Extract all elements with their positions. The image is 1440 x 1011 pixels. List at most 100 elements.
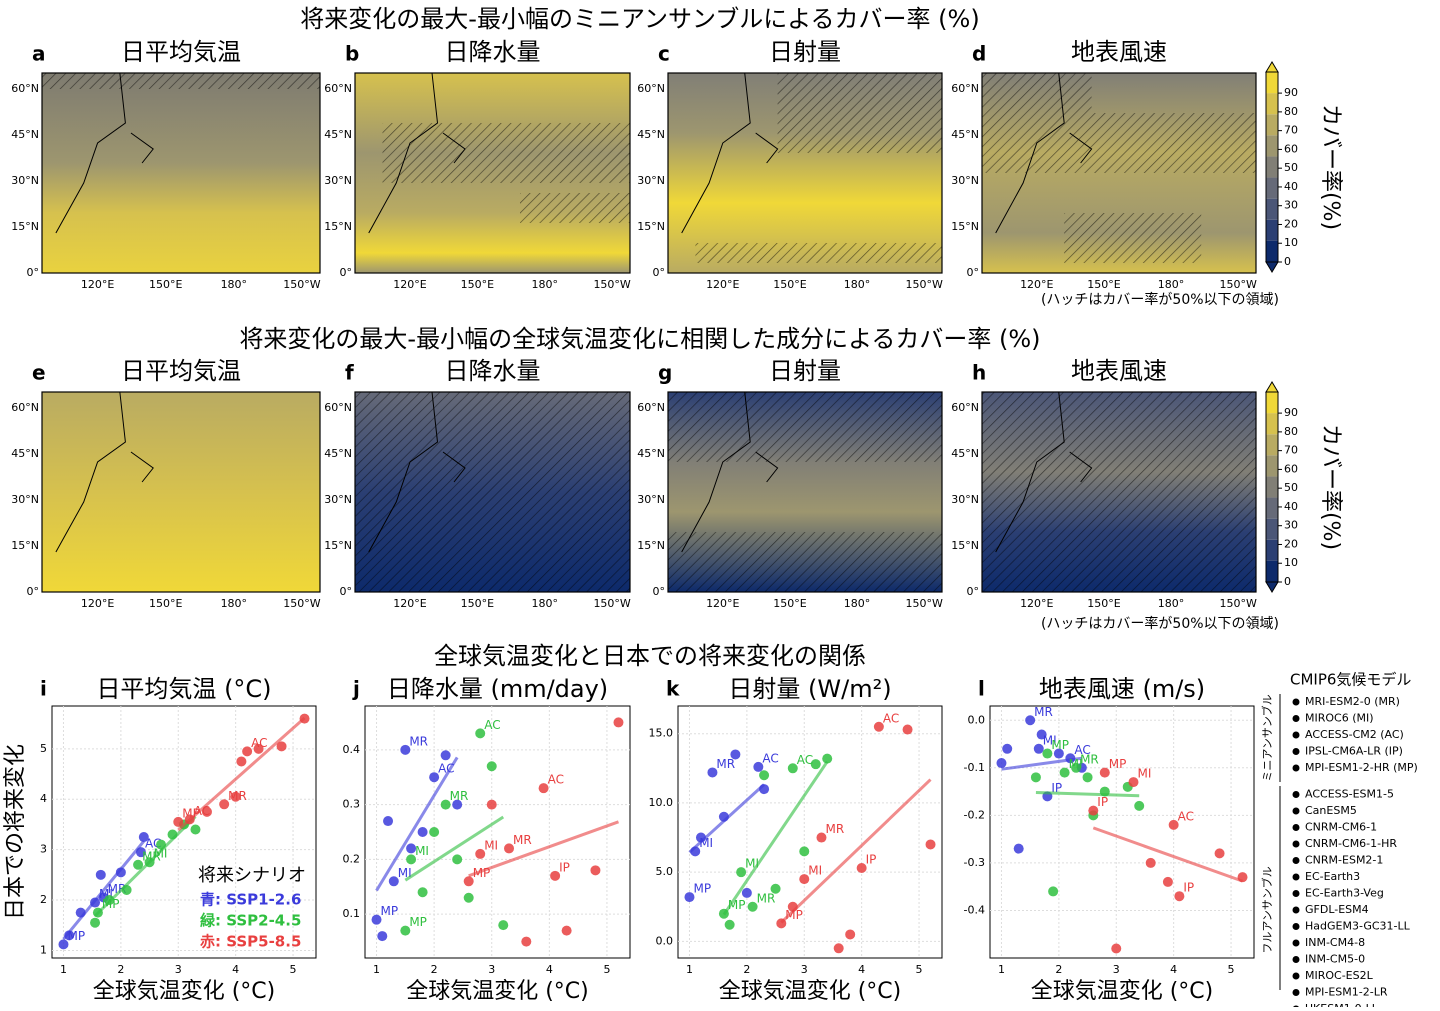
data-point [1082, 772, 1093, 783]
data-point [1059, 767, 1070, 778]
data-point [1013, 843, 1024, 854]
data-point [1065, 753, 1076, 764]
data-point [718, 811, 729, 822]
data-point [486, 761, 497, 772]
colorbar-tick-label: 0 [1284, 575, 1291, 588]
legend-title: CMIP6気候モデル [1290, 671, 1411, 689]
lat-tick-label: 15°N [324, 539, 352, 552]
point-label: MR [409, 734, 428, 748]
lat-tick-label: 45°N [637, 128, 665, 141]
data-point [429, 772, 440, 783]
data-point [371, 914, 382, 925]
x-tick-label: 3 [175, 963, 182, 976]
y-tick-label: 1 [40, 943, 47, 956]
legend-entry: EC-Earth3-Veg [1305, 887, 1384, 900]
legend-marker [1292, 857, 1300, 864]
title-mid: 将来変化の最大-最小幅の全球気温変化に相関した成分によるカバー率 (%) [239, 325, 1040, 353]
y-tick-label: -0.2 [964, 808, 985, 821]
legend-entry: INM-CM4-8 [1305, 936, 1365, 949]
colorbar-tick-label: 40 [1284, 180, 1298, 193]
data-point [799, 846, 810, 857]
colorbar-tick-label: 40 [1284, 500, 1298, 513]
data-point [383, 816, 394, 827]
data-point [90, 917, 101, 928]
point-label: AC [797, 753, 813, 767]
lon-tick-label: 150°W [906, 597, 943, 610]
x-tick-label: 2 [1055, 963, 1062, 976]
colorbar-tick-label: 90 [1284, 406, 1298, 419]
point-label: MI [1137, 767, 1151, 781]
hatch-note: (ハッチはカバー率が50%以下の領域) [1041, 615, 1279, 632]
point-label: AC [548, 773, 564, 787]
legend-entry: ACCESS-CM2 (AC) [1305, 728, 1404, 741]
data-point [138, 832, 149, 843]
fit-line [62, 840, 145, 941]
legend-marker [1292, 791, 1300, 798]
lat-tick-label: 30°N [637, 493, 665, 506]
legend-marker [1292, 715, 1300, 722]
lat-tick-label: 30°N [11, 174, 39, 187]
data-point [463, 892, 474, 903]
panel-title: 日降水量 [445, 357, 541, 385]
data-point [184, 814, 195, 825]
colorbar-swatch [1266, 198, 1278, 220]
x-tick-label: 2 [117, 963, 124, 976]
lon-tick-label: 120°E [706, 597, 739, 610]
legend-entry: IPSL-CM6A-LR (IP) [1305, 745, 1403, 758]
colorbar-swatch [1266, 539, 1278, 561]
data-point [822, 753, 833, 764]
fit-line [722, 760, 829, 916]
lat-tick-label: 45°N [11, 447, 39, 460]
legend-marker [1292, 989, 1300, 996]
x-tick-label: 5 [603, 963, 610, 976]
point-label: AC [883, 711, 899, 725]
data-point [759, 770, 770, 781]
data-point [776, 918, 787, 929]
fit-line [1092, 826, 1244, 883]
data-point [201, 806, 212, 817]
point-label: AC [1178, 809, 1194, 823]
colorbar-extend [1265, 581, 1279, 593]
map-frame [981, 72, 1257, 274]
y-tick-label: 0.1 [343, 907, 361, 920]
lat-tick-label: 30°N [11, 493, 39, 506]
data-point [406, 843, 417, 854]
map-field [42, 73, 320, 273]
point-label: MR [108, 882, 127, 896]
fit-line [404, 815, 505, 882]
coastline [368, 72, 466, 234]
point-label: MR [513, 833, 532, 847]
legend-entry: MPI-ESM1-2-LR [1305, 986, 1388, 999]
x-axis-label: 全球気温変化 (°C) [719, 979, 902, 1004]
data-point [1025, 715, 1036, 726]
colorbar-tick-label: 80 [1284, 105, 1298, 118]
point-label: MR [1034, 705, 1053, 719]
data-point [1042, 748, 1053, 759]
map-frame [981, 391, 1257, 593]
legend-entry: 赤: SSP5-8.5 [200, 933, 301, 951]
data-point [463, 876, 474, 887]
colorbar-tick-label: 50 [1284, 161, 1298, 174]
data-point [613, 717, 624, 728]
panel-letter: l [978, 677, 985, 701]
lon-tick-label: 150°W [593, 597, 630, 610]
lon-tick-label: 120°E [81, 278, 114, 291]
panel-letter: d [972, 42, 986, 66]
lon-tick-label: 120°E [1020, 278, 1053, 291]
x-tick-label: 1 [60, 963, 67, 976]
y-tick-label: 0.2 [343, 852, 361, 865]
colorbar-extend [1265, 61, 1279, 73]
colorbar-tick-label: 30 [1284, 519, 1298, 532]
plot-frame [677, 705, 943, 959]
data-point [810, 759, 821, 770]
data-point [1036, 729, 1047, 740]
lon-tick-label: 150°W [283, 278, 320, 291]
point-label: MP [409, 915, 427, 929]
data-point [1099, 767, 1110, 778]
colorbar-tick-label: 20 [1284, 537, 1298, 550]
colorbar-swatch [1266, 114, 1278, 136]
panel-letter: b [345, 42, 359, 66]
legend-marker [1292, 698, 1300, 706]
lon-tick-label: 180° [532, 278, 559, 291]
legend-entry: CNRM-CM6-1 [1305, 821, 1377, 834]
